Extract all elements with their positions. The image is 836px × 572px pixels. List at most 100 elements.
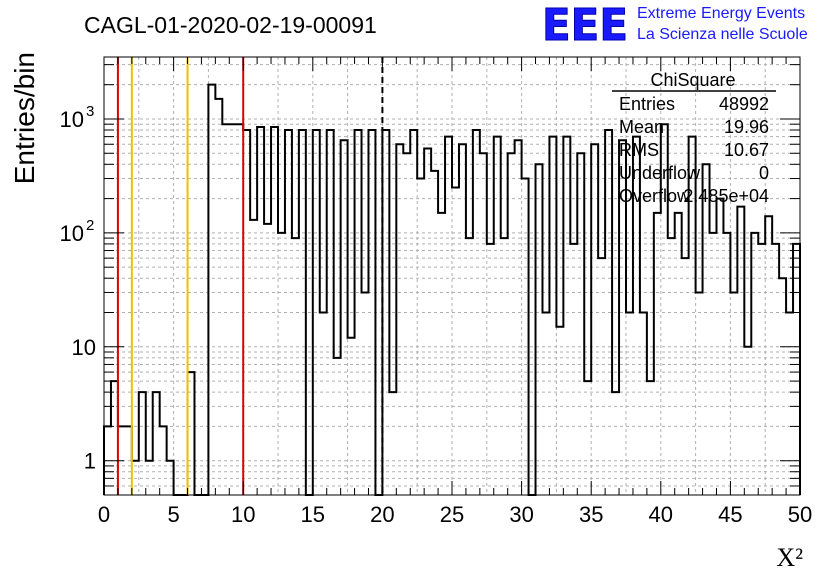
x-axis-label: X²: [776, 543, 803, 572]
stats-label: Overflow: [619, 186, 691, 206]
stats-box: ChiSquare Entries 48992 Mean 19.96 RMS 10.67 U…: [612, 70, 776, 206]
y-tick-label-exponent: 3: [86, 103, 94, 120]
y-tick-label: 10: [72, 335, 96, 360]
reference-lines: [116, 57, 384, 495]
histogram-bin: [570, 244, 577, 495]
histogram-bin: [403, 153, 410, 495]
histogram-bin: [730, 292, 737, 495]
histogram-bin: [396, 144, 403, 495]
histogram-bin: [598, 258, 605, 495]
histogram-bin: [438, 213, 445, 495]
y-tick-label: 10: [60, 107, 84, 132]
histogram-bin: [362, 292, 369, 495]
chart-title: CAGL-01-2020-02-19-00091: [84, 12, 377, 38]
stats-value: 0: [759, 163, 769, 183]
histogram-bin: [487, 244, 494, 495]
eee-logo-mark: EEE: [542, 0, 628, 51]
histogram-bin: [772, 244, 779, 495]
histogram-bin: [424, 149, 431, 495]
histogram-bin: [480, 153, 487, 495]
histogram-bin: [466, 238, 473, 495]
histogram-bin: [640, 313, 647, 495]
histogram-bin: [591, 144, 598, 495]
histogram-bin: [271, 127, 278, 495]
x-tick-label: 40: [649, 502, 673, 527]
histogram-bin: [389, 392, 396, 495]
x-tick-label: 5: [167, 502, 179, 527]
histogram-bin: [264, 224, 271, 495]
histogram-bin: [236, 124, 243, 495]
histogram-bin: [208, 85, 215, 495]
histogram-bin: [737, 207, 744, 495]
stats-box-title: ChiSquare: [650, 70, 735, 90]
histogram-bin: [445, 137, 452, 495]
histogram-bin: [577, 153, 584, 495]
histogram-bin: [703, 164, 710, 495]
histogram-bin: [341, 140, 348, 495]
y-tick-label: 10: [60, 221, 84, 246]
histogram-bin: [501, 238, 508, 495]
histogram-bin: [758, 244, 765, 495]
x-tick-labels: 0 5 10 15 20 25 30 35 40 45 50: [98, 502, 812, 527]
histogram-bin: [229, 124, 236, 495]
histogram-bin: [188, 372, 195, 495]
stats-label: Entries: [619, 94, 675, 114]
y-axis-label: Entries/bin: [9, 52, 40, 184]
stats-label: Mean: [619, 117, 664, 137]
stats-label: RMS: [619, 140, 659, 160]
histogram-bin: [494, 137, 501, 495]
histogram-bin: [320, 313, 327, 495]
eee-logo: EEE Extreme Energy Events La Scienza nel…: [542, 0, 808, 52]
histogram-bin: [522, 179, 529, 495]
histogram-bin: [515, 140, 522, 495]
histogram-bin: [563, 137, 570, 495]
stats-value: 19.96: [724, 117, 769, 137]
axis-ticks: [103, 57, 801, 496]
histogram-bin: [417, 179, 424, 495]
histogram-bin: [793, 244, 800, 495]
histogram-bin: [626, 313, 633, 495]
eee-logo-line1: Extreme Energy Events: [637, 5, 805, 22]
histogram-bin: [779, 278, 786, 495]
x-tick-label: 25: [440, 502, 464, 527]
histogram-bin: [696, 292, 703, 495]
stats-value: 10.67: [724, 140, 769, 160]
histogram-bin: [542, 313, 549, 495]
histogram-bin: [153, 392, 160, 495]
histogram-bin: [292, 238, 299, 495]
eee-logo-line2: La Scienza nelle Scuole: [637, 26, 808, 43]
x-tick-label: 35: [579, 502, 603, 527]
histogram-bin: [536, 164, 543, 495]
x-tick-label: 20: [370, 502, 394, 527]
x-tick-label: 0: [98, 502, 110, 527]
histogram-bin: [682, 258, 689, 495]
histogram-bin: [452, 188, 459, 495]
histogram-bars: [103, 83, 801, 496]
y-tick-label-exponent: 2: [86, 217, 94, 234]
histogram-bin: [508, 153, 515, 495]
histogram-bin: [139, 392, 146, 495]
histogram-bin: [549, 137, 556, 495]
histogram-bin: [675, 213, 682, 495]
histogram-bin: [215, 99, 222, 495]
stats-label: Underflow: [619, 163, 701, 183]
stats-value: 2.485e+04: [683, 186, 769, 206]
histogram-bin: [612, 392, 619, 495]
x-tick-label: 50: [788, 502, 812, 527]
x-tick-label: 45: [718, 502, 742, 527]
stats-value: 48992: [719, 94, 769, 114]
histogram-outline: [103, 83, 801, 496]
histogram-bin: [257, 127, 264, 495]
histogram-bin: [786, 313, 793, 495]
histogram-bin: [459, 144, 466, 495]
histogram-bin: [222, 124, 229, 495]
histogram-bin: [668, 238, 675, 495]
x-tick-label: 30: [509, 502, 533, 527]
y-tick-label: 1: [84, 449, 96, 474]
histogram-bin: [654, 213, 661, 495]
histogram-bin: [744, 347, 751, 495]
x-tick-label: 15: [301, 502, 325, 527]
x-tick-label: 10: [231, 502, 255, 527]
